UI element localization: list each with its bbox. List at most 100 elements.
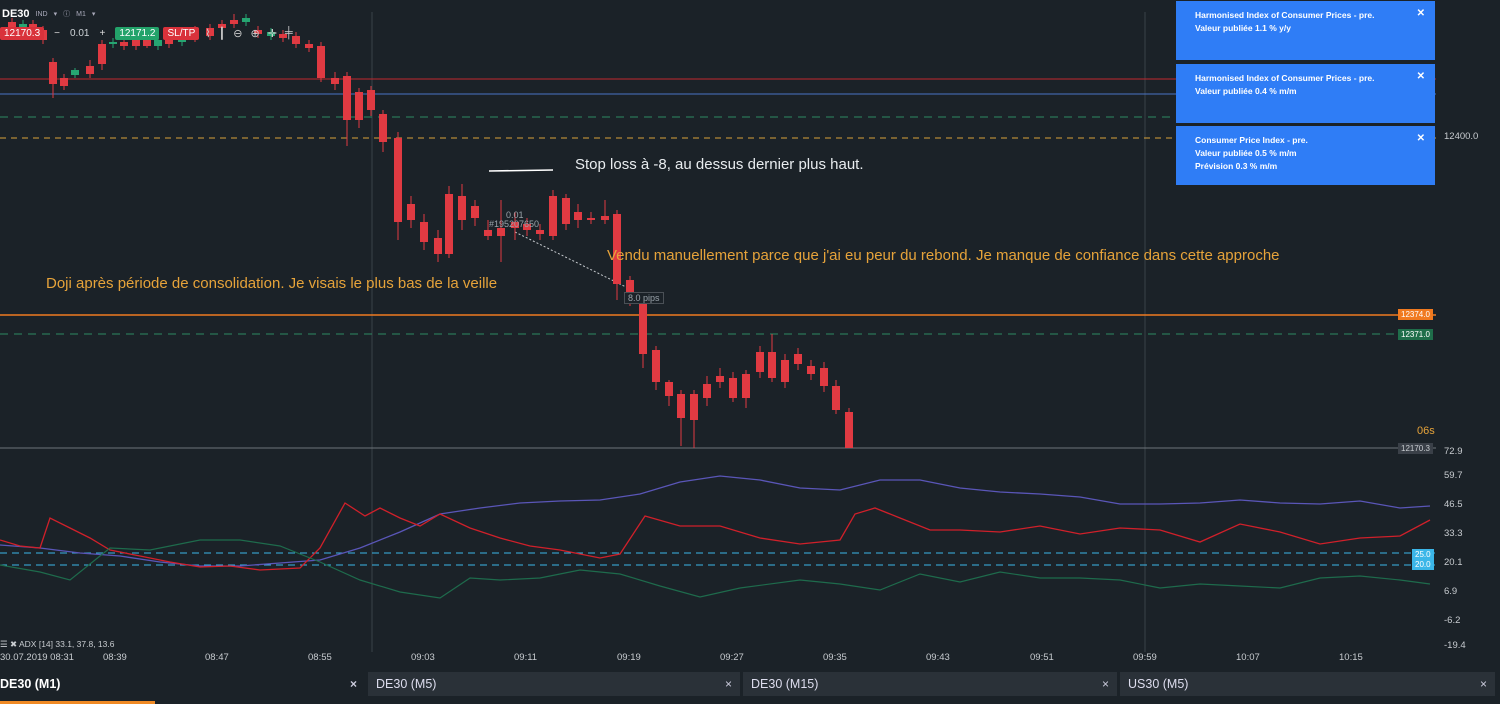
close-icon[interactable]: ✕ — [1416, 133, 1425, 144]
time-axis-tick: 08:55 — [308, 652, 332, 663]
notification-title: Harmonised Index of Consumer Prices - pr… — [1195, 10, 1375, 20]
candle-body — [267, 32, 275, 36]
close-icon[interactable]: ✕ — [1416, 8, 1425, 19]
candle-body — [71, 70, 79, 75]
sltp-button[interactable]: SL/TP — [163, 26, 200, 40]
info-icon[interactable]: ⓘ — [63, 11, 71, 18]
candle-body — [832, 386, 840, 410]
close-icon[interactable]: × — [1479, 677, 1487, 691]
lot-input[interactable]: 0.01 — [70, 27, 90, 39]
tab-de30-m1[interactable]: DE30 (M1) × — [0, 672, 365, 696]
notification-value: Valeur publiée 1.1 % y/y — [1195, 23, 1291, 33]
candle-body — [19, 24, 27, 28]
symbol-label[interactable]: DE30 — [2, 8, 30, 20]
notification-card[interactable]: Consumer Price Index - pre. Valeur publi… — [1176, 126, 1435, 185]
candle-body — [845, 412, 853, 448]
close-icon[interactable]: × — [349, 677, 357, 691]
position-id[interactable]: #195207650 — [489, 219, 540, 229]
chevron-down-icon[interactable]: ▾ — [91, 11, 96, 18]
candle-body — [484, 230, 492, 236]
candle-body — [768, 352, 776, 378]
crosshair-icon[interactable]: ✛ — [267, 27, 277, 40]
time-axis-tick: 30.07.2019 08:31 — [0, 652, 74, 663]
candle-body — [206, 28, 214, 36]
close-icon[interactable]: × — [1101, 677, 1109, 691]
candle-body — [317, 46, 325, 78]
chevron-down-icon[interactable]: ▾ — [53, 11, 58, 18]
adx-line — [0, 475, 1431, 567]
candle-body — [86, 66, 94, 74]
drawing-tools-icon[interactable]: ╪ — [284, 27, 293, 39]
position-lot[interactable]: 0.01 — [506, 210, 524, 220]
trade-bar: 12170.3 − 0.01 + 12171.2 SL/TP ⌇ ┃ ⊖ ⊕ ✛… — [0, 25, 295, 41]
time-axis-tick: 09:59 — [1133, 652, 1157, 663]
time-axis-tick: 09:27 — [720, 652, 744, 663]
adx-axis-tick: 20.1 — [1444, 557, 1463, 568]
candle-body — [613, 214, 621, 284]
zoom-out-icon[interactable]: ⊖ — [233, 27, 243, 40]
candle-body — [716, 376, 724, 382]
candle-body — [587, 218, 595, 220]
notification-card[interactable]: Harmonised Index of Consumer Prices - pr… — [1176, 1, 1435, 60]
candle-body — [230, 20, 238, 24]
candle-body — [394, 138, 402, 222]
sell-button[interactable]: 12170.3 — [0, 26, 45, 40]
candle-body — [367, 90, 375, 110]
candle-body — [729, 378, 737, 398]
candle-body — [331, 78, 339, 84]
time-axis-tick: 08:39 — [103, 652, 127, 663]
candle-body — [120, 42, 128, 46]
timeframe-label[interactable]: M1 — [76, 10, 86, 18]
candle-body — [690, 394, 698, 420]
adx-axis-tick: -6.2 — [1444, 615, 1460, 626]
candle-body — [626, 280, 634, 300]
close-icon[interactable]: ✕ — [1416, 71, 1425, 82]
stop-loss-marker — [488, 169, 554, 172]
candle-body — [781, 360, 789, 382]
time-axis-tick: 09:11 — [514, 652, 537, 663]
candle-body — [8, 22, 16, 28]
time-axis-tick: 08:47 — [205, 652, 229, 663]
tab-us30-m5[interactable]: US30 (M5) × — [1120, 672, 1495, 696]
time-axis-tick: 09:43 — [926, 652, 950, 663]
candle-body — [143, 38, 151, 46]
time-axis-tick: 09:35 — [823, 652, 847, 663]
annotation-doji: Doji après période de consolidation. Je … — [46, 275, 498, 292]
candle-body — [639, 304, 647, 354]
candle-body — [254, 30, 262, 34]
zoom-in-icon[interactable]: ⊕ — [250, 27, 260, 40]
chart-tabs: DE30 (M1) × DE30 (M5) × DE30 (M15) × US30 (… — [0, 672, 1500, 704]
notification-forecast: Prévision 0.3 % m/m — [1195, 161, 1278, 171]
candle-body — [574, 212, 582, 220]
candle-body — [343, 76, 351, 120]
plus-di-line — [0, 502, 1431, 571]
candle-body — [434, 238, 442, 254]
candles-icon[interactable]: ┃ — [218, 27, 226, 40]
candle-body — [652, 350, 660, 382]
candle-body — [601, 216, 609, 220]
indicator-settings-icon[interactable]: ☰ ✖ — [0, 639, 19, 649]
annotation-sold-manually: Vendu manuellement parce que j'ai eu peu… — [607, 247, 1280, 264]
adx-axis-tick: 72.9 — [1444, 446, 1463, 457]
candle-body — [218, 24, 226, 28]
lot-plus-button[interactable]: + — [99, 27, 106, 39]
adx-indicator-label[interactable]: ☰ ✖ ADX [14] 33.1, 37.8, 13.6 — [0, 639, 115, 649]
candle-body — [549, 196, 557, 236]
buy-button[interactable]: 12171.2 — [115, 26, 160, 40]
candle-body — [677, 394, 685, 418]
close-icon[interactable]: × — [724, 677, 732, 691]
notification-card[interactable]: Harmonised Index of Consumer Prices - pr… — [1176, 64, 1435, 123]
tab-de30-m5[interactable]: DE30 (M5) × — [368, 672, 740, 696]
adx-axis-tick: -19.4 — [1444, 640, 1466, 651]
line-chart-icon[interactable]: ⌇ — [205, 27, 211, 40]
candle-body — [154, 40, 162, 46]
candle-body — [756, 352, 764, 372]
market-label: IND — [35, 10, 48, 18]
candle-body — [355, 92, 363, 120]
candle-body — [523, 224, 531, 230]
lot-minus-button[interactable]: − — [54, 27, 60, 39]
price-tick-label: 12400.0 — [1444, 131, 1479, 142]
tab-de30-m15[interactable]: DE30 (M15) × — [743, 672, 1117, 696]
